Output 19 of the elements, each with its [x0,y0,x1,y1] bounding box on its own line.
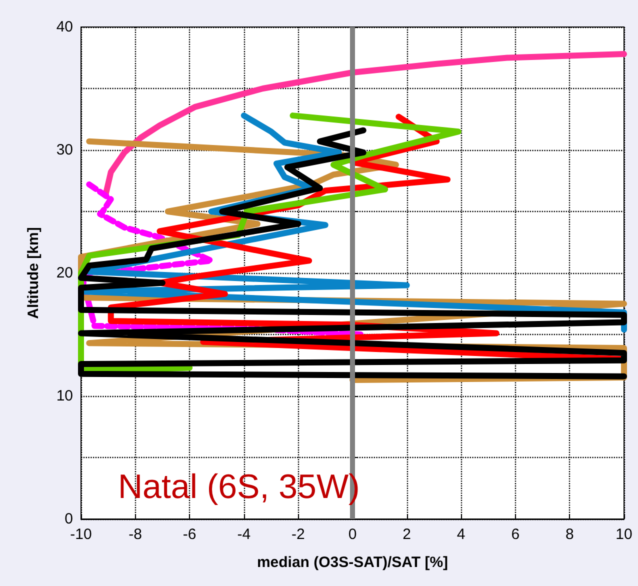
y-tick-label: 30 [56,142,73,158]
x-tick-label: 6 [511,526,520,543]
x-tick-label: -8 [128,526,142,543]
y-tick-label: 0 [64,510,73,528]
x-tick-label: -6 [182,526,196,543]
x-tick-label: 2 [402,526,411,543]
y-axis-title: Altitude [km] [25,227,42,319]
x-tick-label: -2 [292,526,305,543]
annotation: Natal (6S, 35W) [118,468,360,506]
x-tick-label: 0 [348,526,357,543]
x-tick-label: 4 [456,526,466,543]
x-tick-label: -4 [237,526,251,543]
x-tick-label: 10 [616,526,632,543]
x-tick-label: -10 [70,526,92,543]
x-tick-label: 8 [566,526,574,543]
y-tick-label: 10 [56,388,73,404]
y-tick-label: 20 [56,264,73,282]
y-tick-label: 40 [56,18,73,36]
x-axis-title: median (O3S-SAT)/SAT [%] [256,554,448,571]
